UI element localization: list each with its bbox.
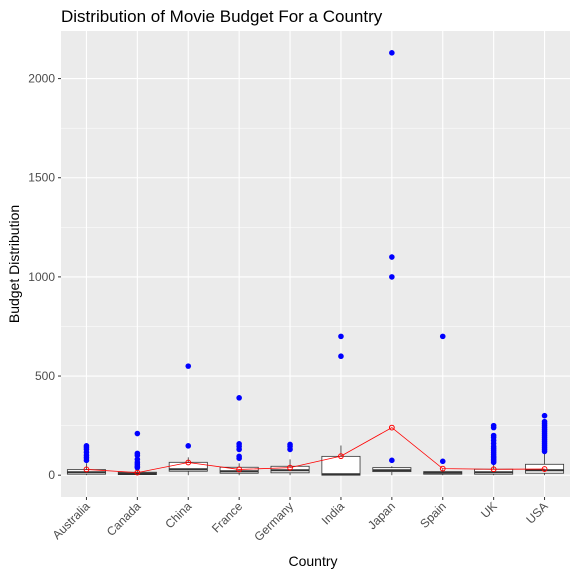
outlier-point bbox=[541, 412, 548, 419]
mean-point bbox=[338, 453, 344, 460]
y-tick-label: 2000 bbox=[28, 72, 55, 86]
chart-title: Distribution of Movie Budget For a Count… bbox=[61, 7, 383, 26]
mean-point bbox=[541, 466, 548, 472]
y-tick-label: 0 bbox=[48, 468, 55, 482]
mean-point bbox=[388, 424, 395, 431]
y-axis-title: Budget Distribution bbox=[6, 205, 22, 323]
mean-point bbox=[439, 465, 446, 472]
y-tick-label: 1500 bbox=[28, 171, 55, 185]
outlier-point bbox=[134, 430, 141, 437]
mean-point bbox=[287, 464, 293, 471]
x-tick-label: Japan bbox=[365, 499, 398, 532]
outlier-point bbox=[236, 395, 242, 401]
outlier-point bbox=[439, 333, 446, 340]
outlier-point bbox=[389, 254, 395, 260]
x-tick-label: Canada bbox=[104, 499, 144, 539]
outlier-point bbox=[389, 457, 395, 464]
outlier-point bbox=[389, 50, 395, 56]
mean-line-layer bbox=[83, 424, 548, 476]
outlier-point bbox=[389, 274, 395, 280]
outlier-point bbox=[236, 453, 242, 460]
mean-line bbox=[86, 427, 545, 474]
x-tick-label: Germany bbox=[251, 499, 296, 544]
y-tick-label: 500 bbox=[35, 369, 55, 383]
box-india bbox=[321, 445, 361, 476]
x-tick-label: Spain bbox=[417, 499, 449, 531]
outlier-point bbox=[287, 441, 293, 448]
outlier-point bbox=[83, 443, 90, 449]
outlier-point bbox=[134, 456, 141, 463]
x-tick-label: Australia bbox=[50, 499, 93, 542]
outlier-point bbox=[338, 333, 344, 340]
outlier-point bbox=[541, 418, 548, 425]
outlier-point bbox=[236, 441, 242, 447]
y-axis: 0 500 1000 1500 2000 bbox=[28, 72, 61, 482]
box-spain bbox=[423, 469, 463, 476]
mean-point bbox=[490, 466, 497, 473]
x-tick-label: USA bbox=[523, 499, 550, 526]
outlier-point bbox=[439, 458, 446, 465]
outlier-point bbox=[338, 353, 344, 360]
x-tick-label: China bbox=[162, 499, 194, 531]
x-tick-label: India bbox=[319, 499, 348, 528]
outlier-point bbox=[490, 422, 497, 429]
y-tick-label: 1000 bbox=[28, 270, 55, 284]
outlier-point bbox=[185, 443, 192, 449]
mean-point bbox=[185, 459, 192, 466]
mean-point bbox=[134, 469, 141, 476]
mean-point bbox=[83, 466, 90, 473]
outlier-point bbox=[134, 450, 141, 457]
x-axis: Australia Canada China France Germany India Ja… bbox=[50, 497, 551, 544]
outliers-layer bbox=[83, 50, 548, 471]
outlier-point bbox=[490, 432, 497, 439]
x-tick-label: France bbox=[209, 499, 246, 536]
box-japan bbox=[372, 466, 412, 476]
outlier-point bbox=[185, 363, 192, 369]
mean-point bbox=[236, 466, 243, 473]
plot-panel bbox=[61, 31, 570, 497]
x-axis-title: Country bbox=[288, 553, 337, 569]
x-tick-label: UK bbox=[478, 499, 500, 521]
